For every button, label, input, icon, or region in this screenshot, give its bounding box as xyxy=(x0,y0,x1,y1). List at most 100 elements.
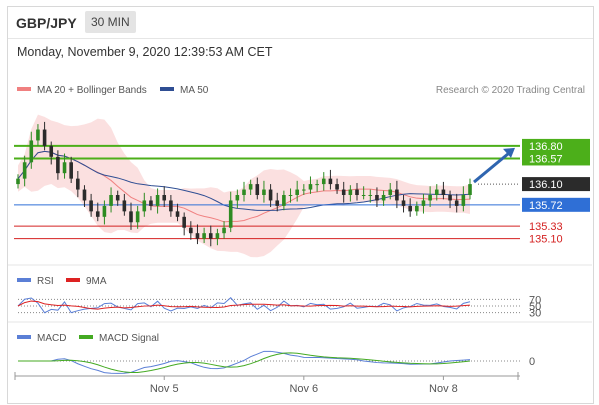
credit-text: Research © 2020 Trading Central xyxy=(436,85,585,96)
legend-label-ma50: MA 50 xyxy=(180,85,209,96)
candle-body xyxy=(275,200,280,206)
candle-body xyxy=(361,195,366,196)
candle-body xyxy=(135,211,140,223)
candle-body xyxy=(421,200,426,206)
candle-body xyxy=(228,200,233,228)
candle-body xyxy=(115,195,120,201)
candle-body xyxy=(69,162,73,179)
candle-body xyxy=(235,195,240,201)
candle-body xyxy=(321,178,326,185)
candle-body xyxy=(288,195,293,196)
candle-body xyxy=(202,233,206,239)
candle-body xyxy=(328,178,333,185)
level-tag-resistance xyxy=(522,151,590,166)
rsi-legend: RSI 9MA xyxy=(17,276,107,287)
candle-body xyxy=(401,200,406,206)
candle-body xyxy=(454,200,459,206)
legend-swatch-ma20 xyxy=(17,87,31,91)
candle-body xyxy=(169,200,173,212)
price-legend: MA 20 + Bollinger Bands MA 50 Research ©… xyxy=(17,85,585,96)
macd-axis-label: 0 xyxy=(529,356,535,368)
datetime-label: Monday, November 9, 2020 12:39:53 AM CET xyxy=(17,45,273,59)
candle-body xyxy=(102,205,107,217)
candle-body xyxy=(162,195,167,201)
candle-body xyxy=(434,189,439,195)
candle-body xyxy=(395,189,399,201)
candle-body xyxy=(242,189,246,195)
rsi-axis-label: 30 xyxy=(529,308,541,320)
macd-legend: MACD MACD Signal xyxy=(17,333,159,344)
x-tick-label: Nov 5 xyxy=(150,383,179,395)
candle-body xyxy=(461,195,466,206)
forecast-arrow-shaft xyxy=(473,150,512,184)
candle-body xyxy=(82,189,87,201)
candle-body xyxy=(89,200,93,212)
candle-body xyxy=(22,162,27,179)
level-tag-current xyxy=(522,177,590,192)
level-tag-text-current: 136.10 xyxy=(529,179,563,191)
macd-signal-line xyxy=(18,352,471,374)
level-tag-pivot xyxy=(522,197,590,212)
candle-body xyxy=(182,216,186,228)
macd-line xyxy=(18,350,471,374)
candle-body xyxy=(42,129,47,146)
candle-body xyxy=(335,184,339,190)
candle-body xyxy=(142,200,147,212)
legend-swatch-macd-signal xyxy=(79,335,93,339)
candle-body xyxy=(415,205,419,212)
level-label-support: 135.10 xyxy=(529,234,563,246)
x-axis: Nov 5 Nov 6 Nov 8 xyxy=(14,372,519,395)
x-tick-label: Nov 8 xyxy=(429,383,458,395)
candle-body xyxy=(36,129,40,141)
candle-body xyxy=(315,184,319,186)
chart-header: GBP/JPY 30 MIN xyxy=(8,7,593,39)
candle-body xyxy=(255,184,260,195)
candle-body xyxy=(208,233,213,239)
candle-body xyxy=(155,195,160,206)
candle-body xyxy=(355,189,359,195)
candle-body xyxy=(381,195,386,201)
candle-body xyxy=(388,189,393,195)
legend-label-macd-signal: MACD Signal xyxy=(99,333,159,344)
candle-body xyxy=(76,178,80,190)
candle-body xyxy=(56,156,60,174)
candle-body xyxy=(341,189,346,195)
candle-body xyxy=(368,195,373,196)
candle-body xyxy=(408,205,412,212)
symbol-label: GBP/JPY xyxy=(16,15,77,31)
candle-body xyxy=(222,227,226,234)
candle-body xyxy=(268,189,273,201)
legend-label-rsi: RSI xyxy=(37,276,54,287)
candle-body xyxy=(302,189,306,191)
candle-body xyxy=(95,211,100,217)
candle-body xyxy=(195,233,200,239)
candle-body xyxy=(441,189,446,195)
level-tag-text-resistance: 136.80 xyxy=(529,141,563,153)
legend-label-9ma: 9MA xyxy=(86,276,107,287)
price-panel xyxy=(14,114,520,258)
candle-body xyxy=(248,184,253,190)
level-tag-text-pivot: 135.72 xyxy=(529,200,563,212)
timeframe-button[interactable]: 30 MIN xyxy=(85,11,136,33)
level-label-support: 135.33 xyxy=(529,221,563,233)
candle-body xyxy=(49,145,54,157)
candle-body xyxy=(149,200,153,206)
legend-label-macd: MACD xyxy=(37,333,66,344)
candle-body xyxy=(62,162,67,174)
candle-body xyxy=(282,195,286,206)
candle-body xyxy=(29,140,34,163)
candle-body xyxy=(122,200,127,212)
candle-body xyxy=(16,178,20,185)
candle-body xyxy=(109,195,113,206)
legend-label-ma20: MA 20 + Bollinger Bands xyxy=(37,85,147,96)
ma50-line xyxy=(17,150,471,211)
candle-body xyxy=(262,189,266,195)
candle-body xyxy=(295,189,299,195)
macd-panel: 0 xyxy=(18,350,535,374)
candle-body xyxy=(428,195,432,201)
forecast-arrow-head xyxy=(503,147,515,158)
candle-body xyxy=(189,227,193,234)
